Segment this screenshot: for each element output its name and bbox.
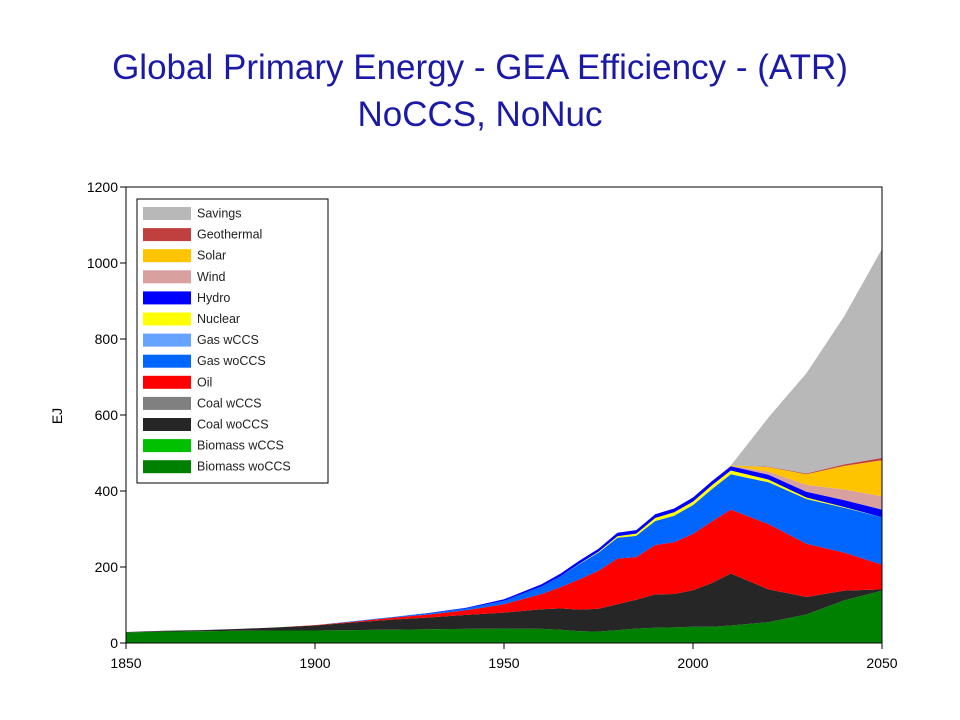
legend-swatch: [143, 460, 191, 474]
x-tick-label: 2050: [866, 655, 897, 671]
y-tick-label: 0: [110, 635, 118, 651]
legend-item-geothermal: Geothermal: [143, 228, 262, 242]
legend-item-oil: Oil: [143, 375, 212, 389]
legend-item-hydro: Hydro: [143, 291, 230, 305]
legend-item-solar: Solar: [143, 249, 226, 263]
legend-swatch: [143, 396, 191, 410]
legend-swatch: [143, 312, 191, 326]
chart-title-block: Global Primary Energy - GEA Efficiency -…: [0, 44, 960, 138]
x-tick-label: 1900: [299, 655, 330, 671]
x-axis: 1850 1900 1950 2000 2050: [110, 643, 898, 671]
legend-label: Biomass woCCS: [197, 460, 291, 474]
x-tick-label: 2000: [677, 655, 708, 671]
legend-label: Biomass wCCS: [197, 439, 284, 453]
legend-item-savings: Savings: [143, 207, 241, 221]
legend-label: Solar: [197, 249, 226, 263]
area-solar: [126, 460, 882, 632]
legend-item-gas-wccs: Gas wCCS: [143, 333, 259, 347]
legend-swatch: [143, 375, 191, 389]
y-tick-label: 400: [95, 483, 119, 499]
x-tick-label: 1850: [110, 655, 141, 671]
legend-swatch: [143, 270, 191, 284]
legend-label: Geothermal: [197, 228, 262, 242]
y-tick-label: 800: [95, 331, 119, 347]
legend-swatch: [143, 439, 191, 453]
legend-label: Coal wCCS: [197, 396, 262, 410]
legend-swatch: [143, 354, 191, 368]
legend-item-gas-woccs: Gas woCCS: [143, 354, 266, 368]
axes: 0 200 400 600 800 1000 1200 1850 1900 1950 2000 20…: [49, 179, 898, 671]
legend-swatch: [143, 418, 191, 431]
legend-item-coal-woccs: Coal woCCS: [143, 418, 269, 432]
area-biomass-woccs: [126, 590, 882, 643]
legend-swatch: [143, 207, 191, 220]
legend-swatch: [143, 249, 191, 263]
series-areas: [126, 248, 882, 643]
legend-label: Coal woCCS: [197, 418, 269, 432]
y-tick-label: 600: [95, 407, 119, 423]
legend-item-biomass-wccs: Biomass wCCS: [143, 439, 284, 453]
legend-label: Nuclear: [197, 312, 240, 326]
legend-item-wind: Wind: [143, 270, 226, 284]
chart-title: Global Primary Energy - GEA Efficiency -…: [112, 48, 848, 87]
area-oil: [126, 509, 882, 632]
y-tick-label: 1000: [87, 255, 118, 271]
legend-label: Savings: [197, 207, 241, 221]
legend-swatch: [143, 333, 191, 347]
legend-item-biomass-woccs: Biomass woCCS: [143, 460, 291, 474]
y-axis-label: EJ: [49, 408, 65, 424]
legend-swatch: [143, 291, 191, 305]
legend-label: Gas woCCS: [197, 354, 266, 368]
legend-label: Gas wCCS: [197, 333, 259, 347]
legend-label: Hydro: [197, 291, 230, 305]
chart-subtitle: NoCCS, NoNuc: [357, 95, 603, 134]
legend-label: Wind: [197, 270, 226, 284]
x-tick-label: 1950: [488, 655, 519, 671]
legend: Savings Geothermal Solar Wind Hydro Nuclear Ga…: [136, 198, 329, 484]
y-tick-label: 200: [95, 559, 119, 575]
legend-label: Oil: [197, 375, 212, 389]
area-gas-woccs: [126, 474, 882, 632]
y-tick-label: 1200: [87, 179, 118, 195]
area-coal-woccs: [126, 573, 882, 633]
legend-item-nuclear: Nuclear: [143, 312, 240, 326]
legend-swatch: [143, 228, 191, 242]
legend-item-coal-wccs: Coal wCCS: [143, 396, 262, 410]
y-axis: 0 200 400 600 800 1000 1200: [87, 179, 126, 651]
